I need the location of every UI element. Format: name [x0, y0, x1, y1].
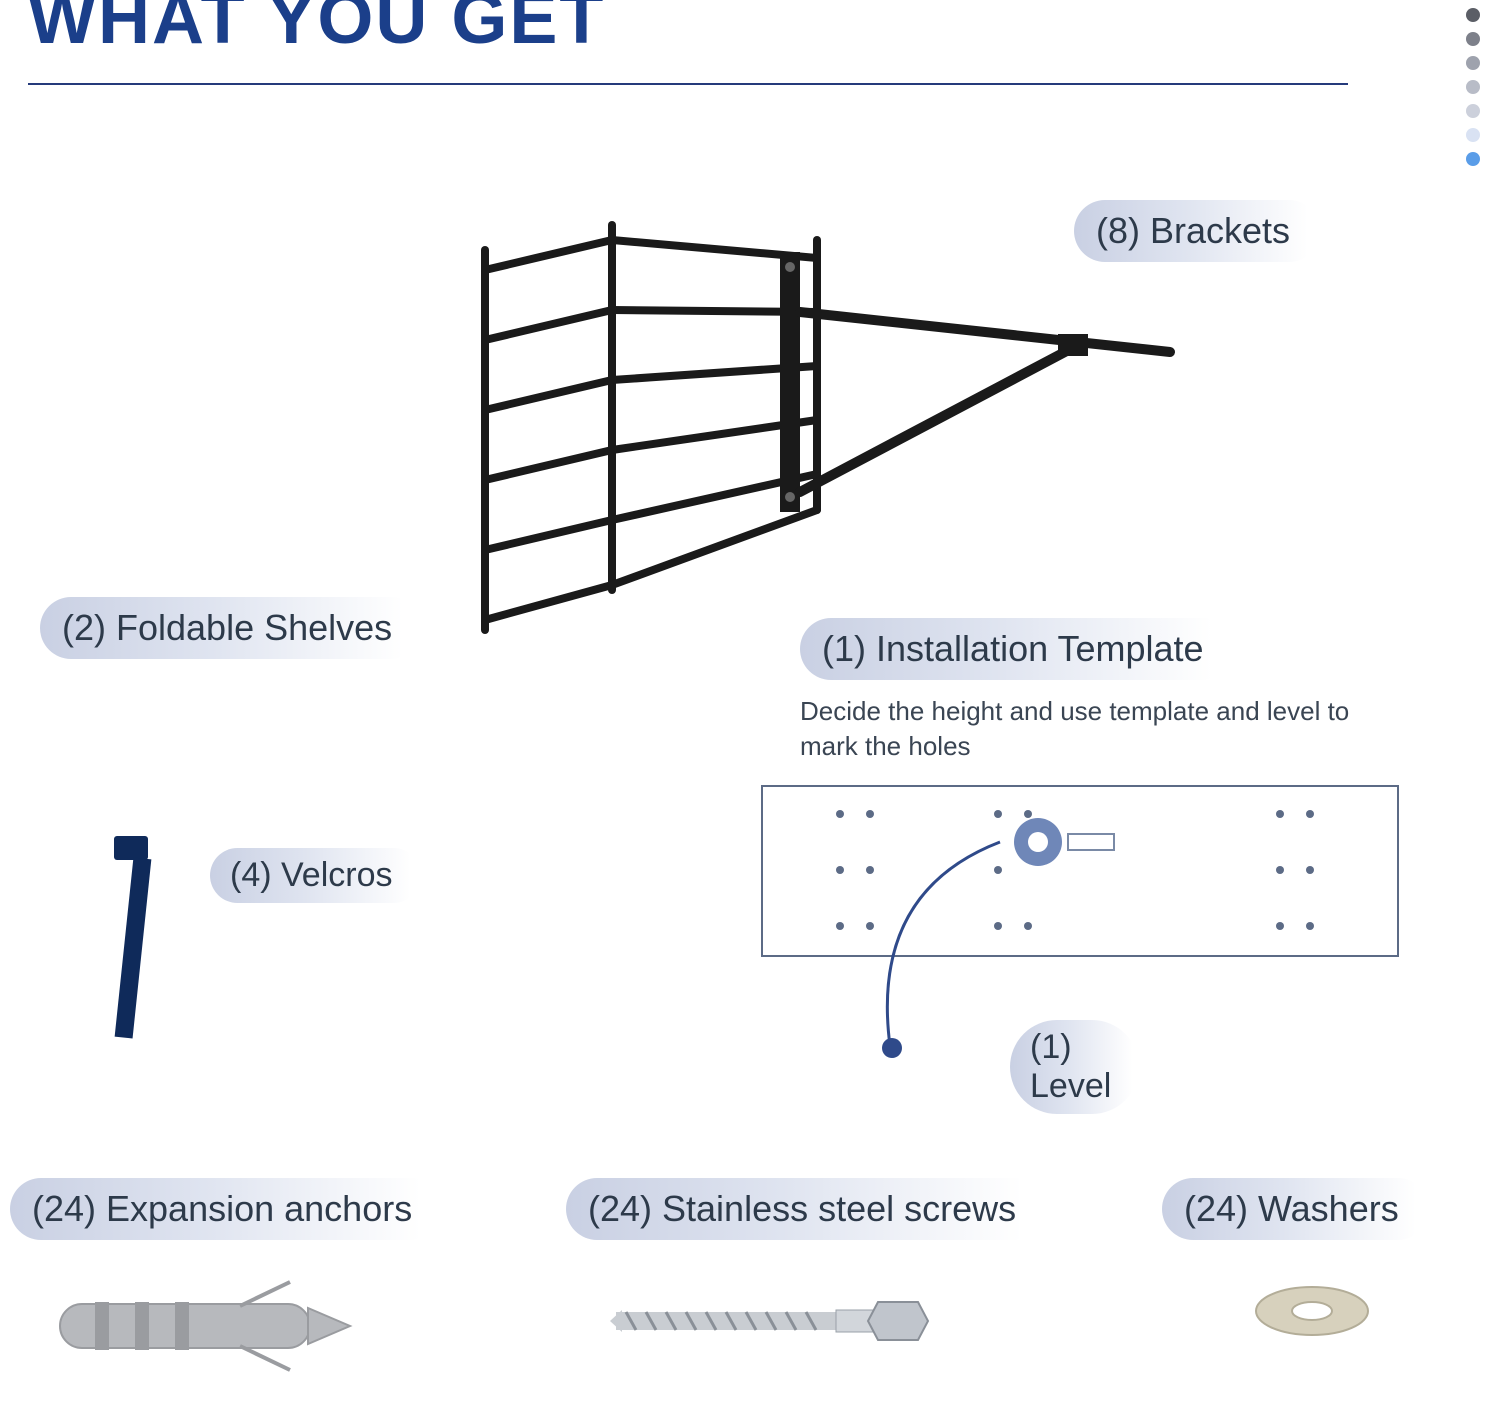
label-screws: (24) Stainless steel screws [566, 1178, 1046, 1240]
item-anchors: (24) Expansion anchors [10, 1178, 530, 1376]
dot-7 [1466, 152, 1480, 166]
item-screws: (24) Stainless steel screws [566, 1178, 1126, 1376]
item-velcros: (4) Velcros [100, 830, 421, 1050]
label-anchors: (24) Expansion anchors [10, 1178, 442, 1240]
dot-2 [1466, 32, 1480, 46]
label-shelves: (2) Foldable Shelves [40, 597, 422, 659]
level-leader-icon [810, 832, 1030, 1072]
dot-4 [1466, 80, 1480, 94]
screw-icon [606, 1276, 946, 1366]
title-rule [28, 83, 1348, 85]
item-washers: (24) Washers [1162, 1178, 1482, 1376]
label-velcros: (4) Velcros [210, 848, 421, 903]
dot-3 [1466, 56, 1480, 70]
anchor-icon [40, 1276, 380, 1376]
bottom-row: (24) Expansion anchors (2 [0, 1178, 1500, 1412]
label-washers: (24) Washers [1162, 1178, 1429, 1240]
dot-1 [1466, 8, 1480, 22]
item-brackets: (8) Brackets [760, 200, 1320, 537]
template-note: Decide the height and use template and l… [800, 694, 1360, 764]
side-dots-indicator [1466, 8, 1480, 166]
dot-5 [1466, 104, 1480, 118]
page-title: WHAT YOU GET [28, 0, 1472, 59]
label-level: (1) Level [1010, 1020, 1139, 1114]
washer-icon [1242, 1276, 1382, 1346]
item-shelves: (2) Foldable Shelves [40, 190, 867, 659]
label-template: (1) Installation Template [800, 618, 1234, 680]
dot-6 [1466, 128, 1480, 142]
brackets-icon [760, 242, 1190, 532]
velcro-icon [100, 830, 160, 1050]
